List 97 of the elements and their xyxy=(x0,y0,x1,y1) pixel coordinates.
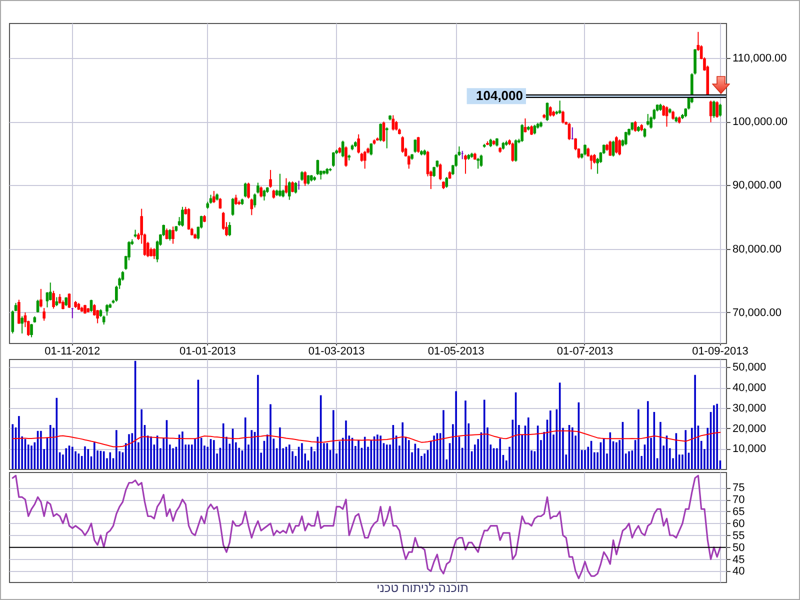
candlestick xyxy=(300,170,304,182)
y-tick-label: 55 xyxy=(732,530,745,542)
candlestick xyxy=(438,163,442,181)
candlestick xyxy=(52,290,55,310)
candlestick xyxy=(718,103,722,118)
candlestick xyxy=(260,186,262,198)
candlestick xyxy=(341,140,344,158)
candlestick xyxy=(42,308,46,322)
candlestick xyxy=(511,142,514,162)
candlestick xyxy=(90,299,93,312)
candlestick xyxy=(401,136,404,154)
candlestick xyxy=(294,182,298,194)
y-tick-label: 70 xyxy=(732,494,745,506)
candlestick xyxy=(36,299,40,313)
candlestick xyxy=(584,144,586,156)
candlestick xyxy=(284,178,288,194)
candlestick xyxy=(624,131,628,146)
candlestick xyxy=(20,316,24,334)
annotation: תוכנה לניתוח טכני xyxy=(376,581,468,595)
y-tick-label: 90,000.00 xyxy=(732,180,782,192)
candlestick xyxy=(357,134,360,154)
candlestick xyxy=(615,136,618,154)
x-tick-label: 01-01-2013 xyxy=(179,346,236,358)
y-tick-label: 70,000.00 xyxy=(732,306,782,319)
candlestick xyxy=(416,136,420,154)
y-tick-label: 50 xyxy=(732,542,745,554)
candlestick xyxy=(385,126,388,149)
y-tick-label: 65 xyxy=(732,506,745,518)
x-tick-label: 01-09-2013 xyxy=(692,346,748,358)
candlestick xyxy=(646,113,650,126)
y-tick-label: 45 xyxy=(732,554,745,566)
candlestick xyxy=(712,100,716,118)
candlestick xyxy=(608,140,612,156)
candlestick xyxy=(363,150,366,170)
candlestick xyxy=(414,138,417,154)
candlestick xyxy=(18,299,20,324)
candlestick xyxy=(152,248,156,260)
candlestick xyxy=(520,124,524,142)
candlestick xyxy=(165,228,168,240)
candlestick xyxy=(278,173,282,198)
candlestick xyxy=(256,182,260,194)
candlestick xyxy=(181,206,184,228)
candlestick xyxy=(558,100,562,114)
y-tick-label: 75 xyxy=(732,482,745,494)
candlestick xyxy=(234,194,238,206)
candlestick xyxy=(218,197,222,210)
candlestick xyxy=(524,118,527,133)
y-tick-label: 110,000.00 xyxy=(732,52,787,64)
candlestick xyxy=(244,182,247,198)
candlestick xyxy=(68,292,71,309)
y-tick-label: 80,000.00 xyxy=(732,243,782,256)
candlestick xyxy=(379,123,382,142)
line-series xyxy=(12,430,721,448)
y-tick-label: 60 xyxy=(732,518,745,530)
line-series xyxy=(12,474,722,580)
candlestick xyxy=(96,309,99,324)
x-tick-label: 01-03-2013 xyxy=(308,346,365,358)
y-tick-label: 40 xyxy=(732,566,745,578)
candlestick xyxy=(480,154,483,168)
candlestick xyxy=(40,288,42,308)
candlestick xyxy=(316,159,320,176)
candlestick xyxy=(228,222,232,237)
candlestick xyxy=(30,323,33,338)
candlestick xyxy=(269,169,272,188)
y-tick-label: 100,000.00 xyxy=(732,116,788,128)
candlestick xyxy=(445,176,448,188)
ref-line-label: 104,000 xyxy=(476,88,523,104)
candlestick xyxy=(288,180,291,200)
candlestick xyxy=(634,120,637,132)
candlestick xyxy=(549,106,552,118)
candlestick xyxy=(231,197,234,216)
candlestick xyxy=(253,192,256,208)
candlestick xyxy=(262,189,266,201)
candlestick xyxy=(533,124,536,135)
candlestick xyxy=(562,110,564,124)
x-tick-label: 01-11-2012 xyxy=(44,346,100,358)
candlestick xyxy=(530,124,533,136)
candlestick xyxy=(344,146,348,168)
candlestick xyxy=(464,154,467,174)
candlestick xyxy=(612,140,615,158)
candlestick xyxy=(172,226,174,244)
x-tick-label: 01-07-2013 xyxy=(556,346,614,358)
candlestick xyxy=(247,182,250,200)
candlestick xyxy=(332,152,335,168)
candlestick xyxy=(250,198,254,216)
candlestick xyxy=(168,228,172,242)
candlestick xyxy=(370,142,373,156)
candlestick xyxy=(716,100,718,118)
candlestick xyxy=(392,114,395,132)
candlestick xyxy=(476,157,480,170)
x-tick-label: 01-05-2013 xyxy=(428,346,484,358)
candlestick xyxy=(106,304,108,316)
candlestick xyxy=(709,100,712,123)
candlestick xyxy=(618,138,621,156)
candlestick xyxy=(212,190,216,204)
candlestick xyxy=(382,121,386,142)
candlestick xyxy=(304,170,307,186)
